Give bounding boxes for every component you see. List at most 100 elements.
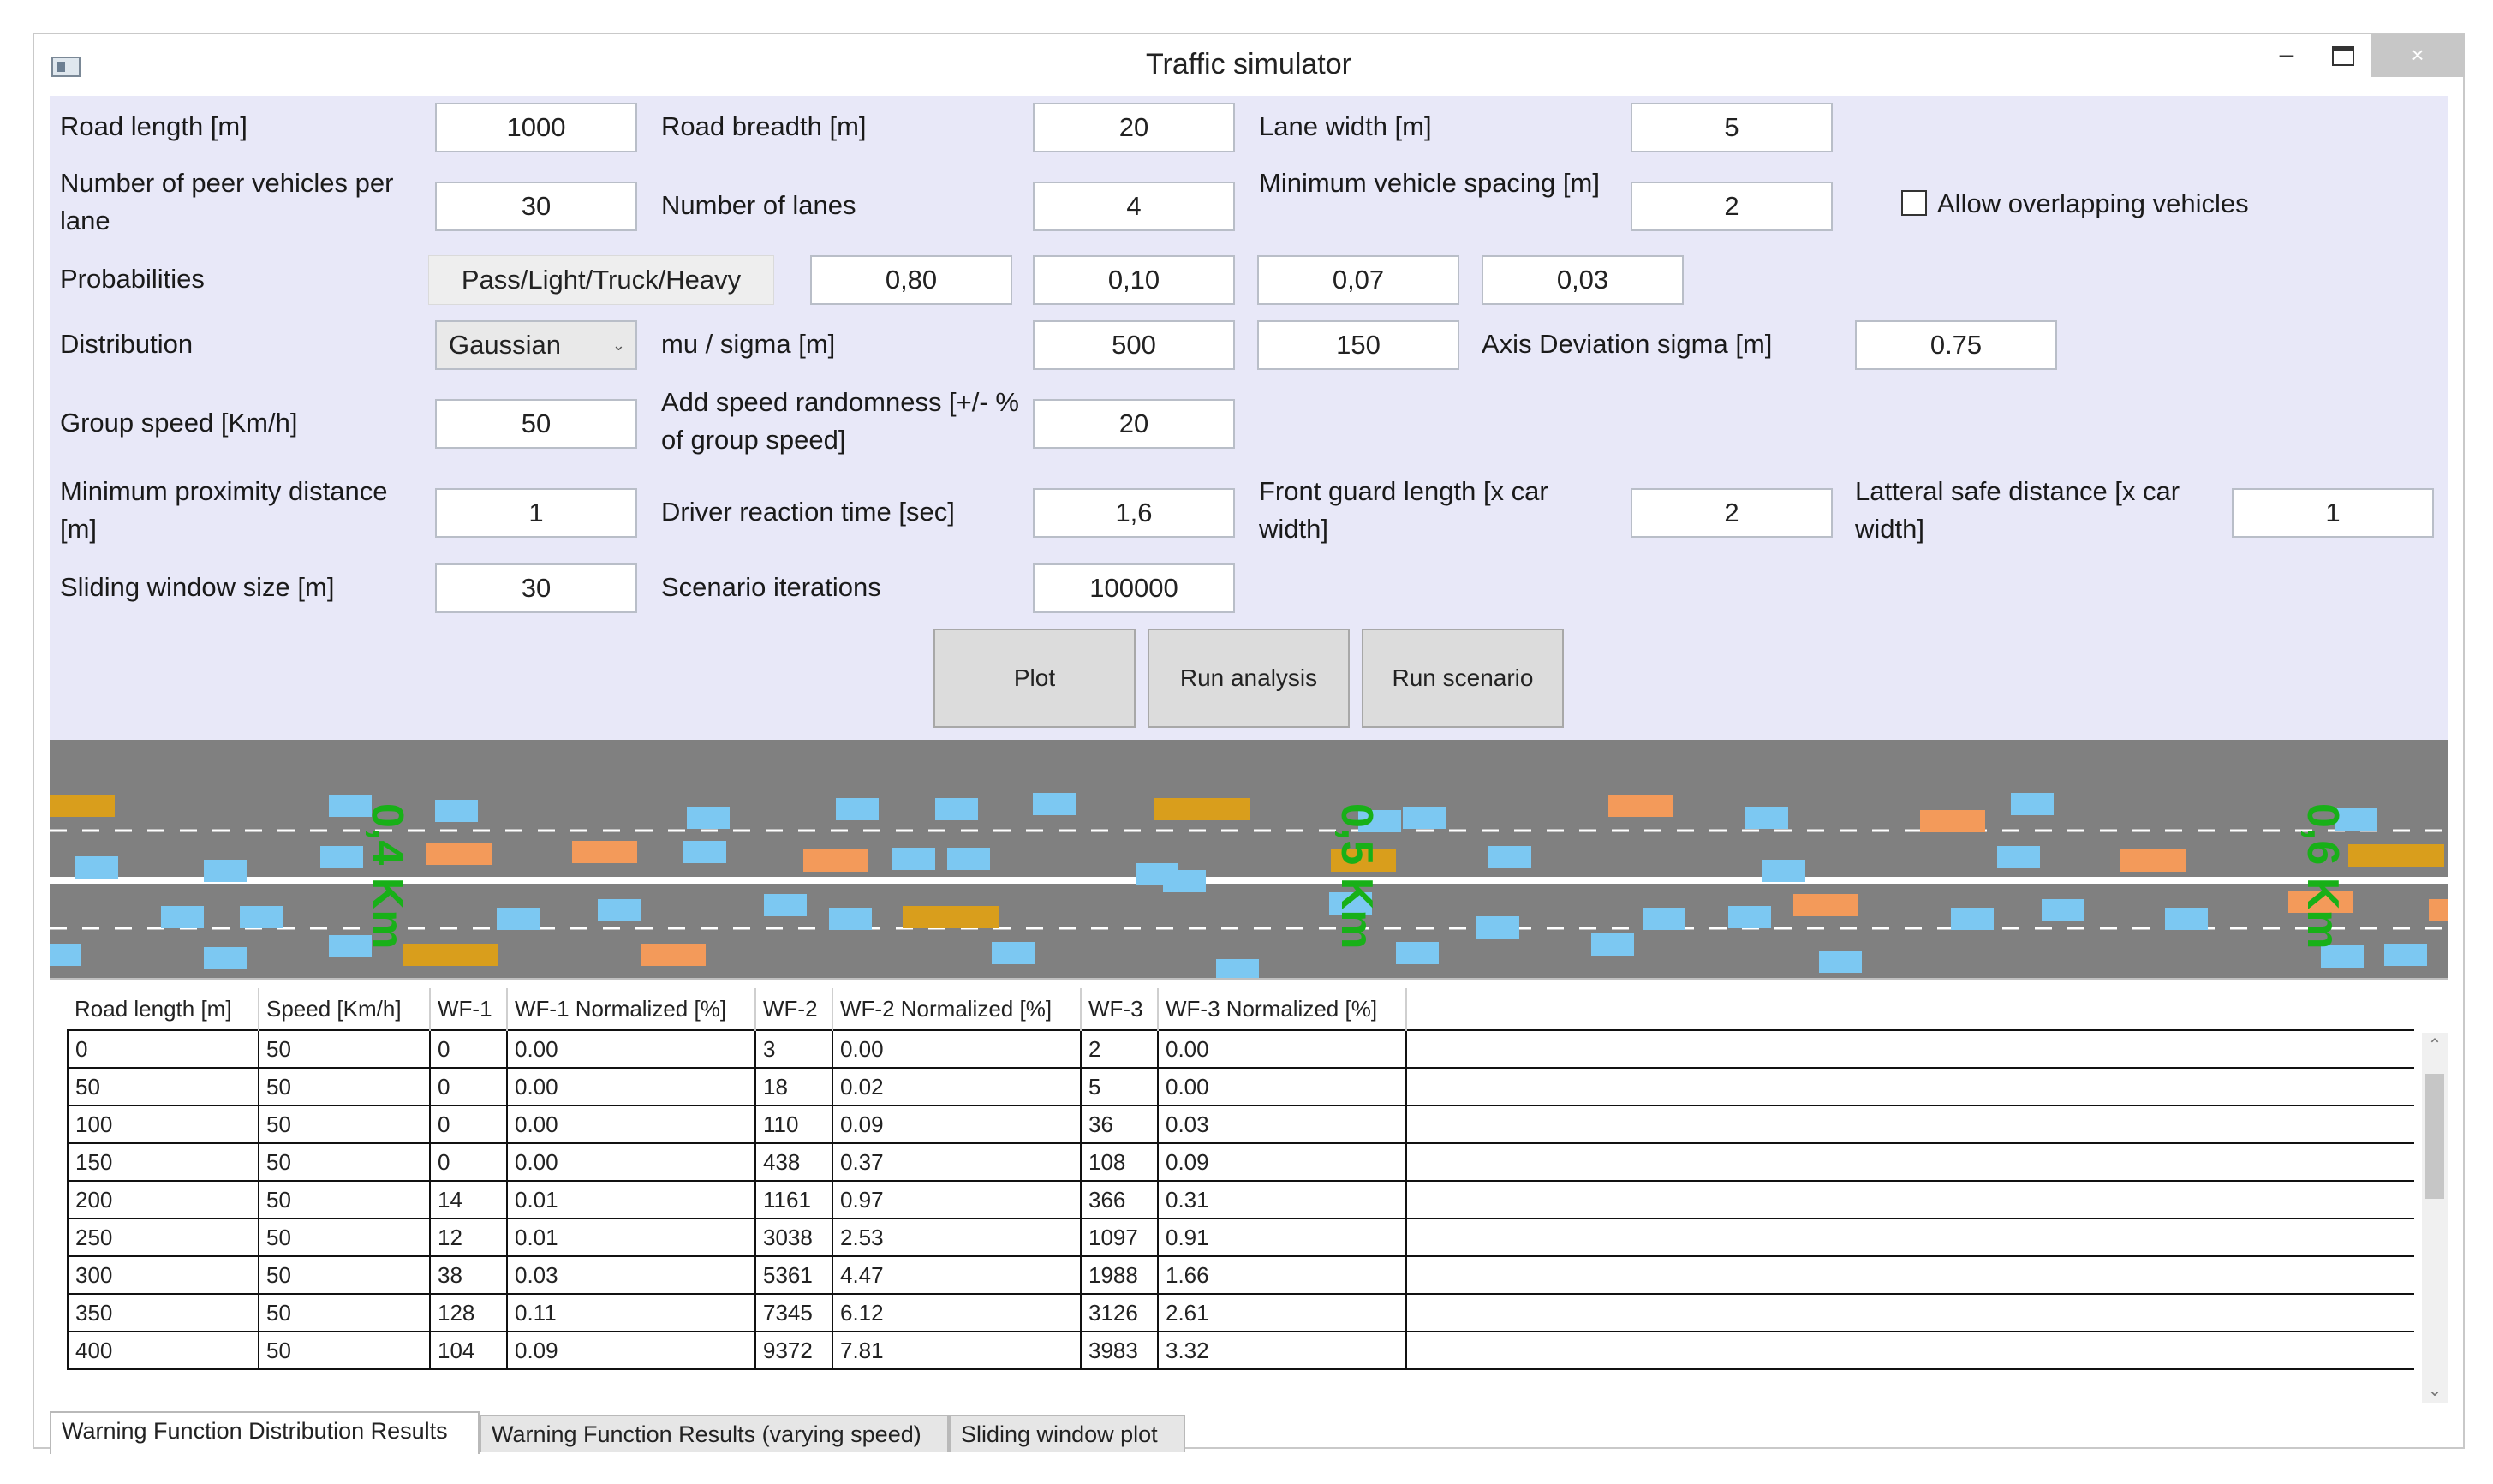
table-cell[interactable]: 0.97 bbox=[832, 1180, 1082, 1219]
column-header[interactable]: WF-3 bbox=[1081, 988, 1159, 1030]
table-cell[interactable]: 104 bbox=[429, 1331, 508, 1370]
table-cell[interactable]: 0.00 bbox=[1157, 1029, 1407, 1069]
table-cell[interactable]: 50 bbox=[258, 1293, 431, 1332]
table-cell[interactable]: 0.31 bbox=[1157, 1180, 1407, 1219]
table-cell[interactable]: 7345 bbox=[754, 1293, 833, 1332]
run-scenario-button[interactable]: Run scenario bbox=[1362, 629, 1564, 728]
lateral-distance-input[interactable]: 1 bbox=[2232, 488, 2434, 538]
prob-light-input[interactable]: 0,10 bbox=[1033, 255, 1235, 305]
table-cell[interactable]: 0.02 bbox=[832, 1067, 1082, 1106]
table-cell[interactable]: 438 bbox=[754, 1142, 833, 1182]
lane-width-input[interactable]: 5 bbox=[1631, 103, 1833, 152]
prob-truck-input[interactable]: 0,07 bbox=[1257, 255, 1459, 305]
table-cell[interactable]: 1097 bbox=[1080, 1218, 1159, 1257]
table-cell[interactable]: 12 bbox=[429, 1218, 508, 1257]
table-cell[interactable]: 9372 bbox=[754, 1331, 833, 1370]
table-cell[interactable]: 50 bbox=[67, 1067, 259, 1106]
table-cell[interactable]: 0 bbox=[429, 1142, 508, 1182]
road-length-input[interactable]: 1000 bbox=[435, 103, 637, 152]
table-cell[interactable]: 36 bbox=[1080, 1105, 1159, 1144]
scroll-down-icon[interactable]: ⌄ bbox=[2427, 1381, 2442, 1400]
column-header[interactable]: Road length [m] bbox=[68, 988, 259, 1030]
table-cell[interactable]: 100 bbox=[67, 1105, 259, 1144]
table-cell[interactable]: 0.00 bbox=[506, 1142, 756, 1182]
table-row[interactable]: 200 50 14 0.01 1161 0.97 366 0.31 bbox=[67, 1180, 2414, 1219]
plot-button[interactable]: Plot bbox=[933, 629, 1136, 728]
tab-1[interactable]: Warning Function Results (varying speed) bbox=[480, 1415, 949, 1452]
mu-input[interactable]: 500 bbox=[1033, 320, 1235, 370]
table-row[interactable]: 350 50 128 0.11 7345 6.12 3126 2.61 bbox=[67, 1293, 2414, 1332]
table-cell[interactable]: 7.81 bbox=[832, 1331, 1082, 1370]
minimize-button[interactable]: – bbox=[2279, 40, 2294, 69]
table-cell[interactable]: 5 bbox=[1080, 1067, 1159, 1106]
prob-heavy-input[interactable]: 0,03 bbox=[1482, 255, 1684, 305]
table-cell[interactable]: 50 bbox=[258, 1029, 431, 1069]
table-cell[interactable]: 350 bbox=[67, 1293, 259, 1332]
table-cell[interactable]: 3 bbox=[754, 1029, 833, 1069]
table-cell[interactable]: 0 bbox=[429, 1029, 508, 1069]
column-header[interactable]: WF-3 Normalized [%] bbox=[1158, 988, 1407, 1030]
table-cell[interactable]: 300 bbox=[67, 1255, 259, 1295]
table-cell[interactable]: 50 bbox=[258, 1331, 431, 1370]
table-row[interactable]: 150 50 0 0.00 438 0.37 108 0.09 bbox=[67, 1142, 2414, 1182]
table-row[interactable]: 100 50 0 0.00 110 0.09 36 0.03 bbox=[67, 1105, 2414, 1144]
table-row[interactable]: 50 50 0 0.00 18 0.02 5 0.00 bbox=[67, 1067, 2414, 1106]
table-cell[interactable]: 0.09 bbox=[1157, 1142, 1407, 1182]
table-cell[interactable]: 1988 bbox=[1080, 1255, 1159, 1295]
table-cell[interactable]: 0.11 bbox=[506, 1293, 756, 1332]
table-cell[interactable]: 150 bbox=[67, 1142, 259, 1182]
table-cell[interactable]: 366 bbox=[1080, 1180, 1159, 1219]
column-header[interactable]: WF-2 Normalized [%] bbox=[832, 988, 1082, 1030]
lanes-input[interactable]: 4 bbox=[1033, 182, 1235, 231]
table-cell[interactable]: 1161 bbox=[754, 1180, 833, 1219]
table-cell[interactable]: 3.32 bbox=[1157, 1331, 1407, 1370]
scroll-up-icon[interactable]: ⌃ bbox=[2427, 1036, 2442, 1055]
table-cell[interactable]: 6.12 bbox=[832, 1293, 1082, 1332]
min-spacing-input[interactable]: 2 bbox=[1631, 182, 1833, 231]
table-cell[interactable]: 3983 bbox=[1080, 1331, 1159, 1370]
tab-0[interactable]: Warning Function Distribution Results bbox=[50, 1411, 480, 1454]
allow-overlap-checkbox[interactable] bbox=[1901, 190, 1927, 216]
table-cell[interactable]: 0.01 bbox=[506, 1180, 756, 1219]
table-cell[interactable]: 128 bbox=[429, 1293, 508, 1332]
column-header[interactable]: WF-1 bbox=[430, 988, 508, 1030]
table-cell[interactable]: 108 bbox=[1080, 1142, 1159, 1182]
table-cell[interactable]: 0 bbox=[67, 1029, 259, 1069]
vertical-scrollbar[interactable]: ⌃ ⌄ bbox=[2422, 1033, 2448, 1403]
table-cell[interactable]: 2 bbox=[1080, 1029, 1159, 1069]
prob-pass-input[interactable]: 0,80 bbox=[810, 255, 1012, 305]
table-cell[interactable]: 0.01 bbox=[506, 1218, 756, 1257]
reaction-time-input[interactable]: 1,6 bbox=[1033, 488, 1235, 538]
table-cell[interactable]: 50 bbox=[258, 1067, 431, 1106]
iterations-input[interactable]: 100000 bbox=[1033, 563, 1235, 613]
table-cell[interactable]: 4.47 bbox=[832, 1255, 1082, 1295]
front-guard-input[interactable]: 2 bbox=[1631, 488, 1833, 538]
distribution-select[interactable]: Gaussian ⌄ bbox=[435, 320, 637, 370]
table-cell[interactable]: 0.00 bbox=[506, 1105, 756, 1144]
table-cell[interactable]: 400 bbox=[67, 1331, 259, 1370]
table-cell[interactable]: 38 bbox=[429, 1255, 508, 1295]
table-cell[interactable]: 1.66 bbox=[1157, 1255, 1407, 1295]
table-cell[interactable]: 2.61 bbox=[1157, 1293, 1407, 1332]
table-cell[interactable]: 50 bbox=[258, 1255, 431, 1295]
table-cell[interactable]: 3038 bbox=[754, 1218, 833, 1257]
table-cell[interactable]: 5361 bbox=[754, 1255, 833, 1295]
close-button[interactable]: × bbox=[2371, 34, 2465, 77]
table-cell[interactable]: 50 bbox=[258, 1180, 431, 1219]
table-cell[interactable]: 18 bbox=[754, 1067, 833, 1106]
table-cell[interactable]: 50 bbox=[258, 1218, 431, 1257]
peer-vehicles-input[interactable]: 30 bbox=[435, 182, 637, 231]
table-cell[interactable]: 0.03 bbox=[506, 1255, 756, 1295]
column-header[interactable]: WF-2 bbox=[755, 988, 833, 1030]
table-cell[interactable]: 250 bbox=[67, 1218, 259, 1257]
table-cell[interactable]: 0 bbox=[429, 1105, 508, 1144]
table-cell[interactable]: 50 bbox=[258, 1142, 431, 1182]
table-cell[interactable]: 0.09 bbox=[832, 1105, 1082, 1144]
scrollbar-thumb[interactable] bbox=[2425, 1074, 2444, 1199]
column-header[interactable]: WF-1 Normalized [%] bbox=[507, 988, 756, 1030]
min-proximity-input[interactable]: 1 bbox=[435, 488, 637, 538]
group-speed-input[interactable]: 50 bbox=[435, 399, 637, 449]
table-cell[interactable]: 0.00 bbox=[832, 1029, 1082, 1069]
table-cell[interactable]: 110 bbox=[754, 1105, 833, 1144]
table-cell[interactable]: 0 bbox=[429, 1067, 508, 1106]
